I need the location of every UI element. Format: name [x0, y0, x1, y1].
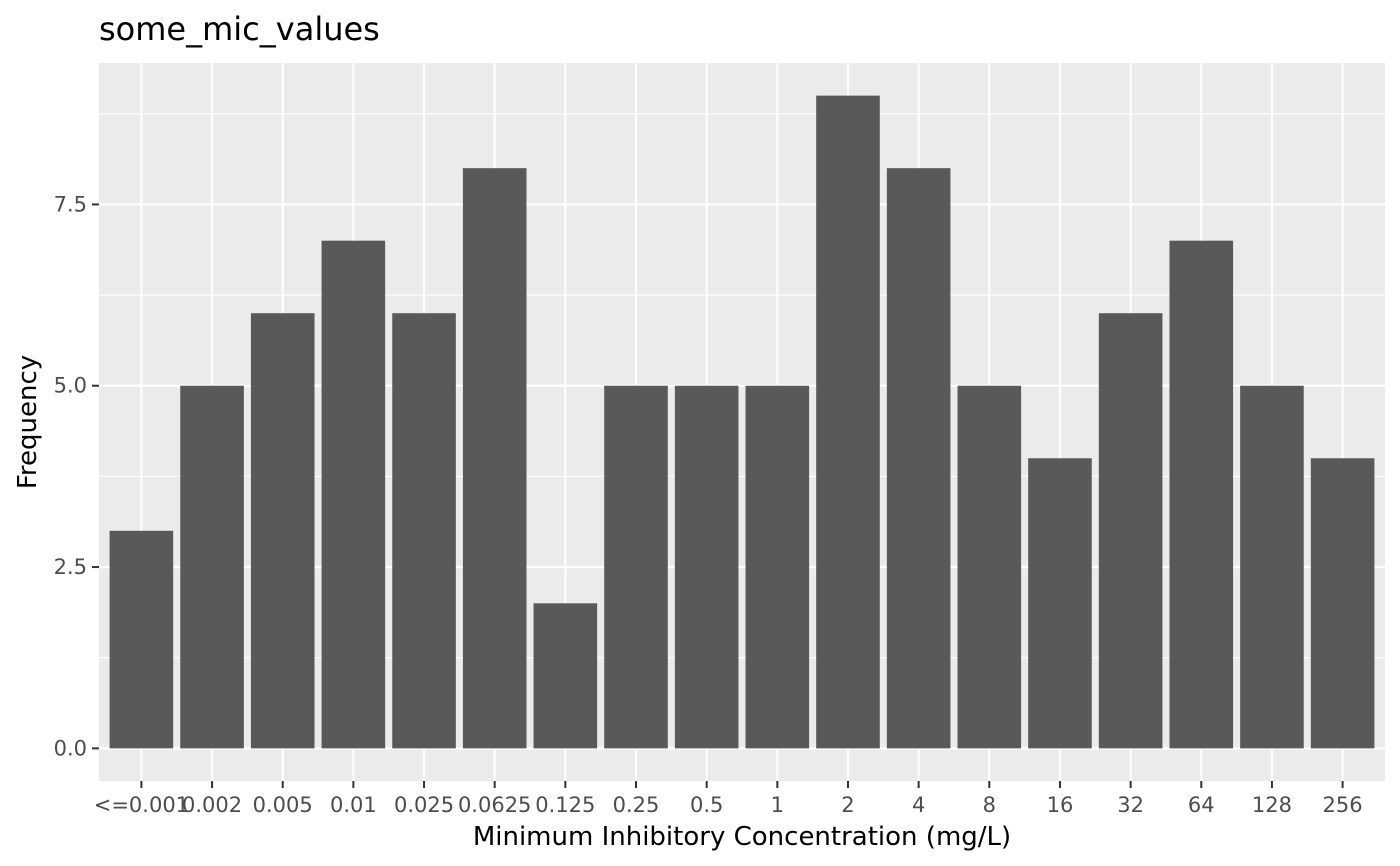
x-tick-label: 64: [1188, 793, 1215, 817]
x-tick-label: 0.002: [182, 793, 242, 817]
x-axis-title: Minimum Inhibitory Concentration (mg/L): [473, 822, 1011, 852]
x-tick-label: 2: [841, 793, 854, 817]
x-tick-label: 1: [771, 793, 784, 817]
chart-title: some_mic_values: [99, 10, 380, 48]
bar: [1169, 240, 1234, 749]
x-tick-label: 0.0625: [458, 793, 531, 817]
bar: [674, 385, 739, 749]
bar: [1310, 458, 1375, 749]
bar: [462, 168, 527, 749]
y-tick-label: 7.5: [54, 192, 87, 216]
x-tick-label: <=0.001: [94, 793, 189, 817]
x-tick-label: 0.01: [330, 793, 377, 817]
y-tick-label: 5.0: [54, 374, 87, 398]
bar: [109, 530, 174, 749]
y-tick-label: 0.0: [54, 736, 87, 760]
bar: [180, 385, 244, 749]
bar: [1028, 458, 1092, 749]
bar: [886, 168, 951, 749]
x-tick-label: 0.025: [394, 793, 454, 817]
x-tick-label: 0.005: [253, 793, 313, 817]
x-tick-label: 128: [1252, 793, 1292, 817]
bars: [109, 95, 1375, 749]
bar: [604, 385, 668, 749]
bar: [250, 313, 315, 749]
y-tick-label: 2.5: [54, 555, 87, 579]
bar: [816, 95, 880, 749]
x-tick-label: 0.25: [613, 793, 660, 817]
x-tick-label: 8: [983, 793, 996, 817]
bar: [533, 603, 598, 749]
x-tick-label: 0.5: [690, 793, 723, 817]
bar: [1098, 313, 1163, 749]
x-tick-label: 32: [1117, 793, 1144, 817]
x-tick-label: 0.125: [535, 793, 595, 817]
y-axis: 0.0 2.5 5.0 7.5: [54, 192, 99, 760]
bar: [745, 385, 810, 749]
x-tick-label: 4: [912, 793, 925, 817]
bar: [392, 313, 456, 749]
bar: [957, 385, 1022, 749]
y-axis-title: Frequency: [13, 355, 43, 489]
bar: [321, 240, 386, 749]
bar: [1240, 385, 1304, 749]
x-tick-label: 256: [1323, 793, 1363, 817]
x-tick-label: 16: [1047, 793, 1074, 817]
